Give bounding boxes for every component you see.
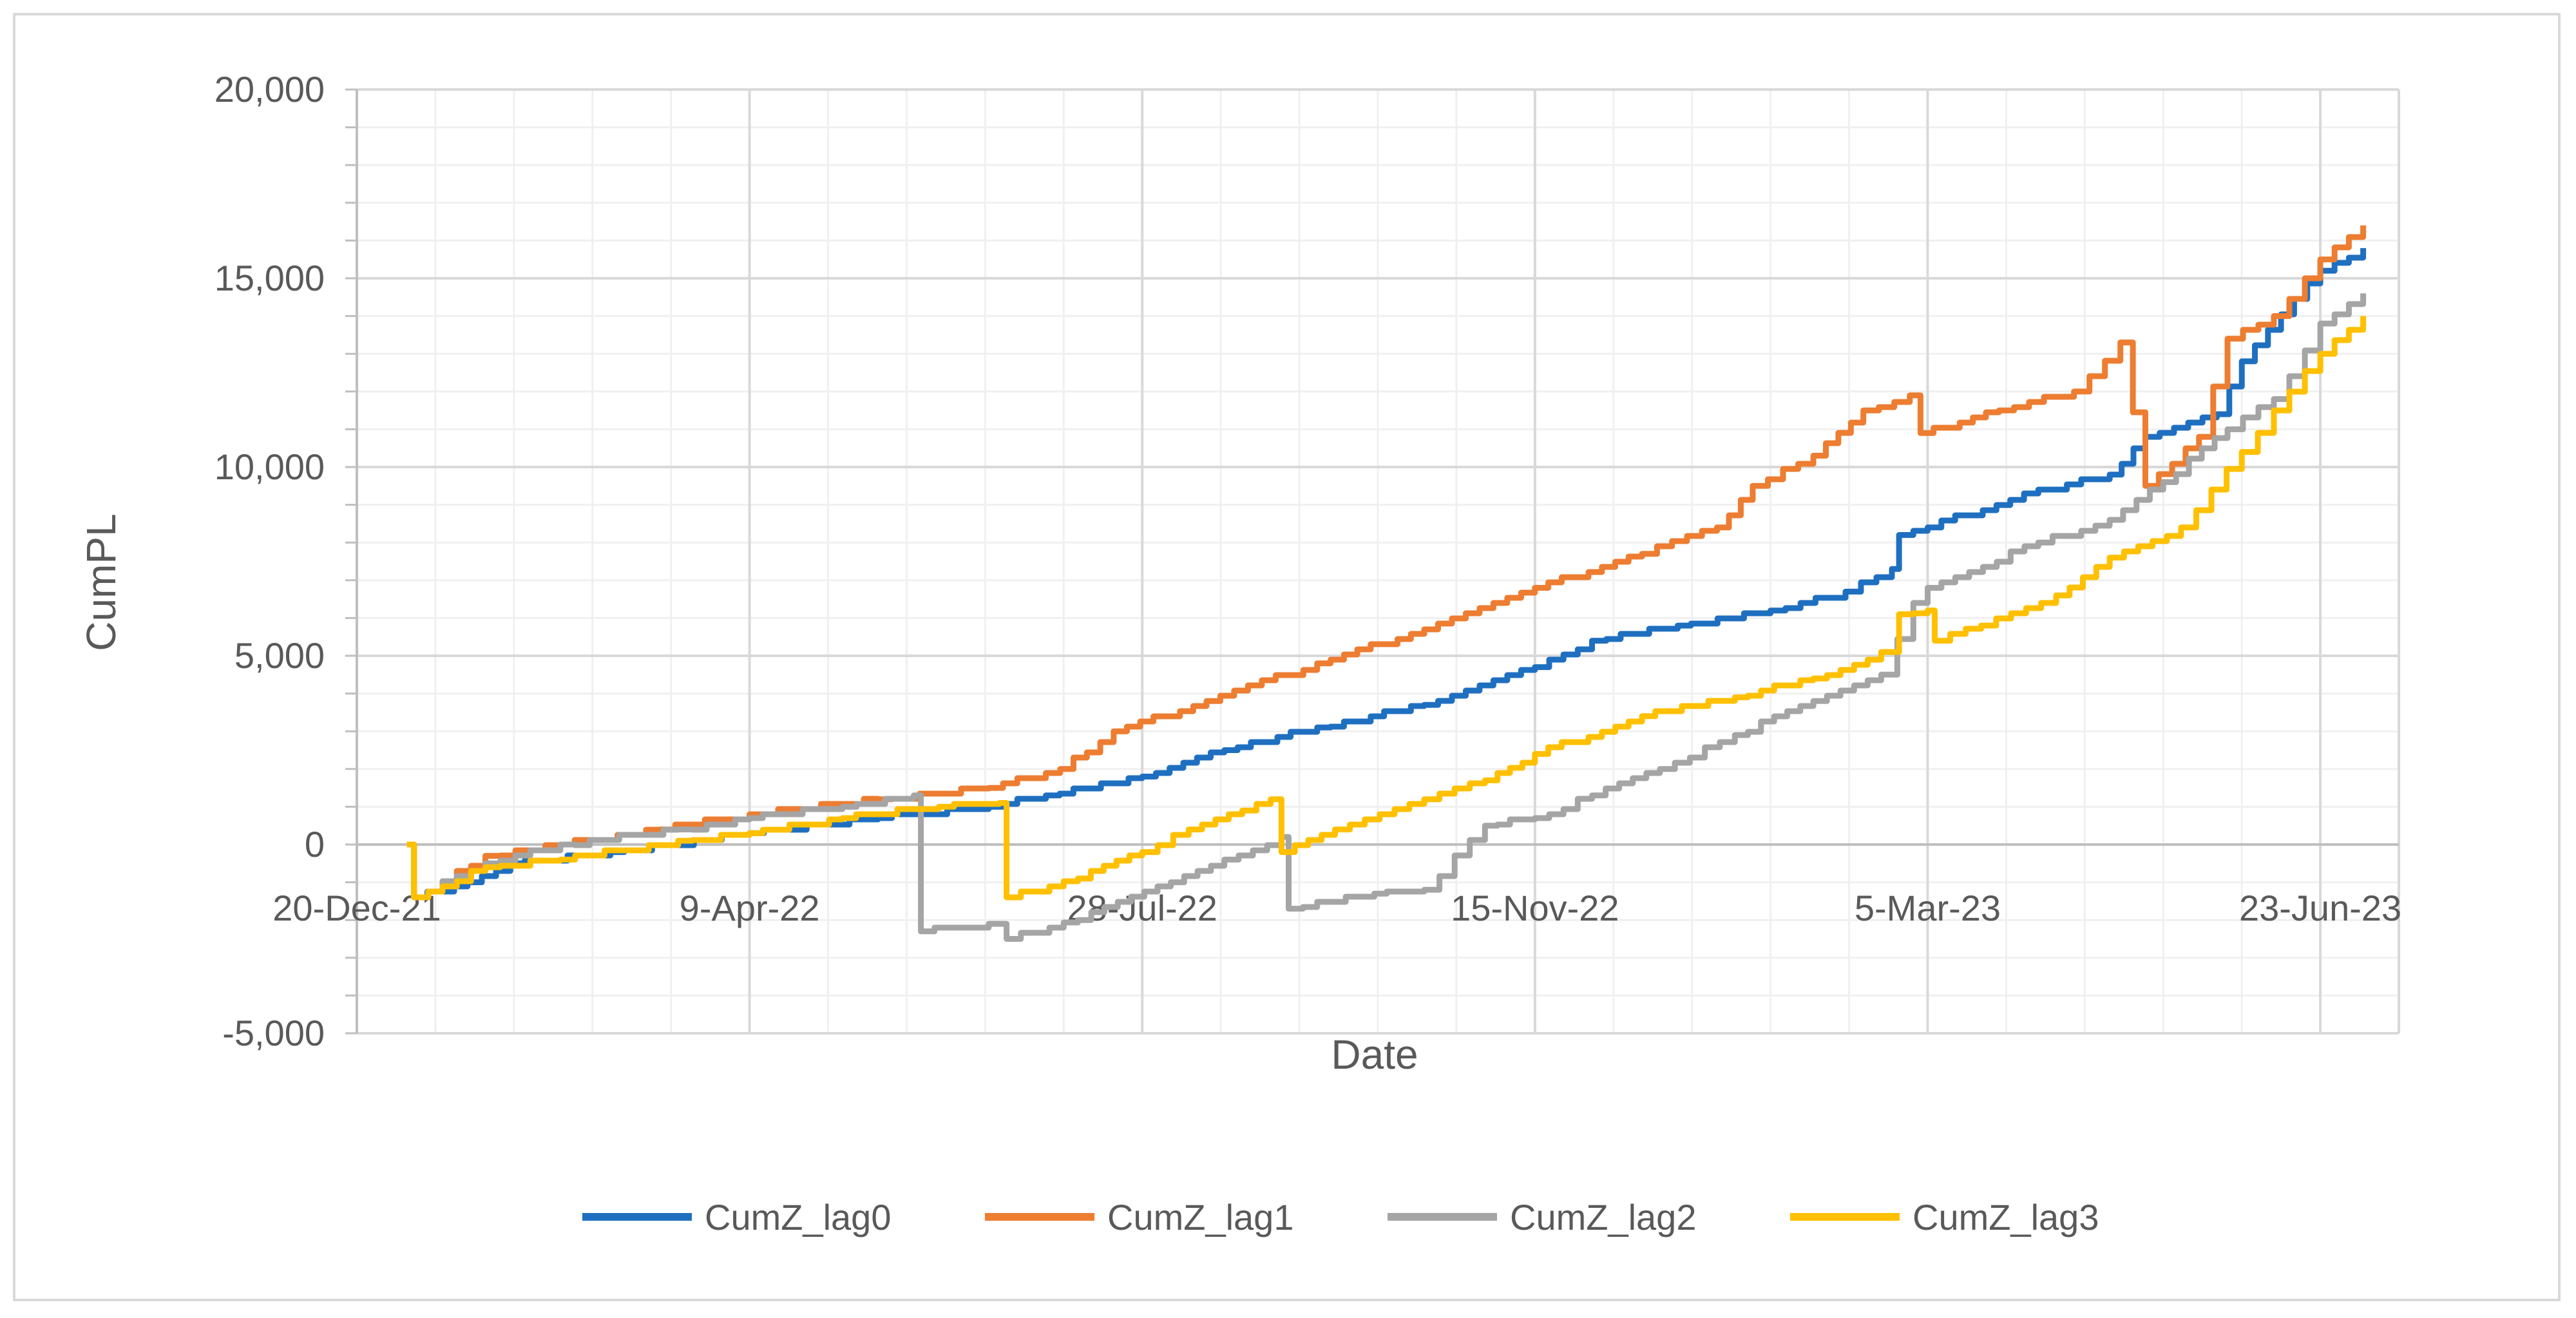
y-axis-title: CumPL: [78, 513, 124, 651]
legend-item-cumz-lag1: CumZ_lag1: [985, 1197, 1293, 1237]
series-line-cumz-lag1: [406, 225, 2367, 901]
x-axis-title: Date: [1331, 1031, 1418, 1078]
legend-label: CumZ_lag2: [1510, 1197, 1696, 1237]
legend-label: CumZ_lag0: [705, 1197, 891, 1237]
series-line-cumz-lag2: [406, 293, 2367, 942]
y-tick-label: 20,000: [215, 69, 325, 110]
y-tick-label: -5,000: [222, 1013, 325, 1053]
x-tick-label: 5-Mar-23: [1855, 888, 2001, 928]
legend-item-cumz-lag2: CumZ_lag2: [1388, 1197, 1696, 1237]
chart-frame: -5,000 0 5,000 10,000 15,000 20,000 20-Dec-21…: [13, 13, 2561, 1301]
y-tick-label: 10,000: [215, 446, 325, 487]
legend: CumZ_lag0 CumZ_lag1 CumZ_lag2 CumZ_lag3: [582, 1197, 2099, 1237]
series-line-cumz-lag3: [406, 316, 2367, 901]
legend-item-cumz-lag3: CumZ_lag3: [1790, 1197, 2099, 1237]
series-line-cumz-lag0: [406, 248, 2367, 901]
legend-label: CumZ_lag1: [1107, 1197, 1293, 1237]
legend-item-cumz-lag0: CumZ_lag0: [582, 1197, 891, 1237]
y-tick-label: 5,000: [234, 635, 325, 676]
x-tick-label: 23-Jun-23: [2239, 888, 2401, 928]
y-tick-labels: -5,000 0 5,000 10,000 15,000 20,000: [215, 69, 325, 1053]
y-tick-label: 0: [305, 824, 325, 864]
x-tick-label: 15-Nov-22: [1451, 888, 1619, 928]
major-gridlines: [356, 88, 2400, 1035]
series-lines: [406, 225, 2367, 942]
y-tick-label: 15,000: [215, 258, 325, 298]
axes: [345, 88, 2399, 1035]
x-tick-label: 9-Apr-22: [680, 888, 820, 928]
legend-label: CumZ_lag3: [1913, 1197, 2099, 1237]
